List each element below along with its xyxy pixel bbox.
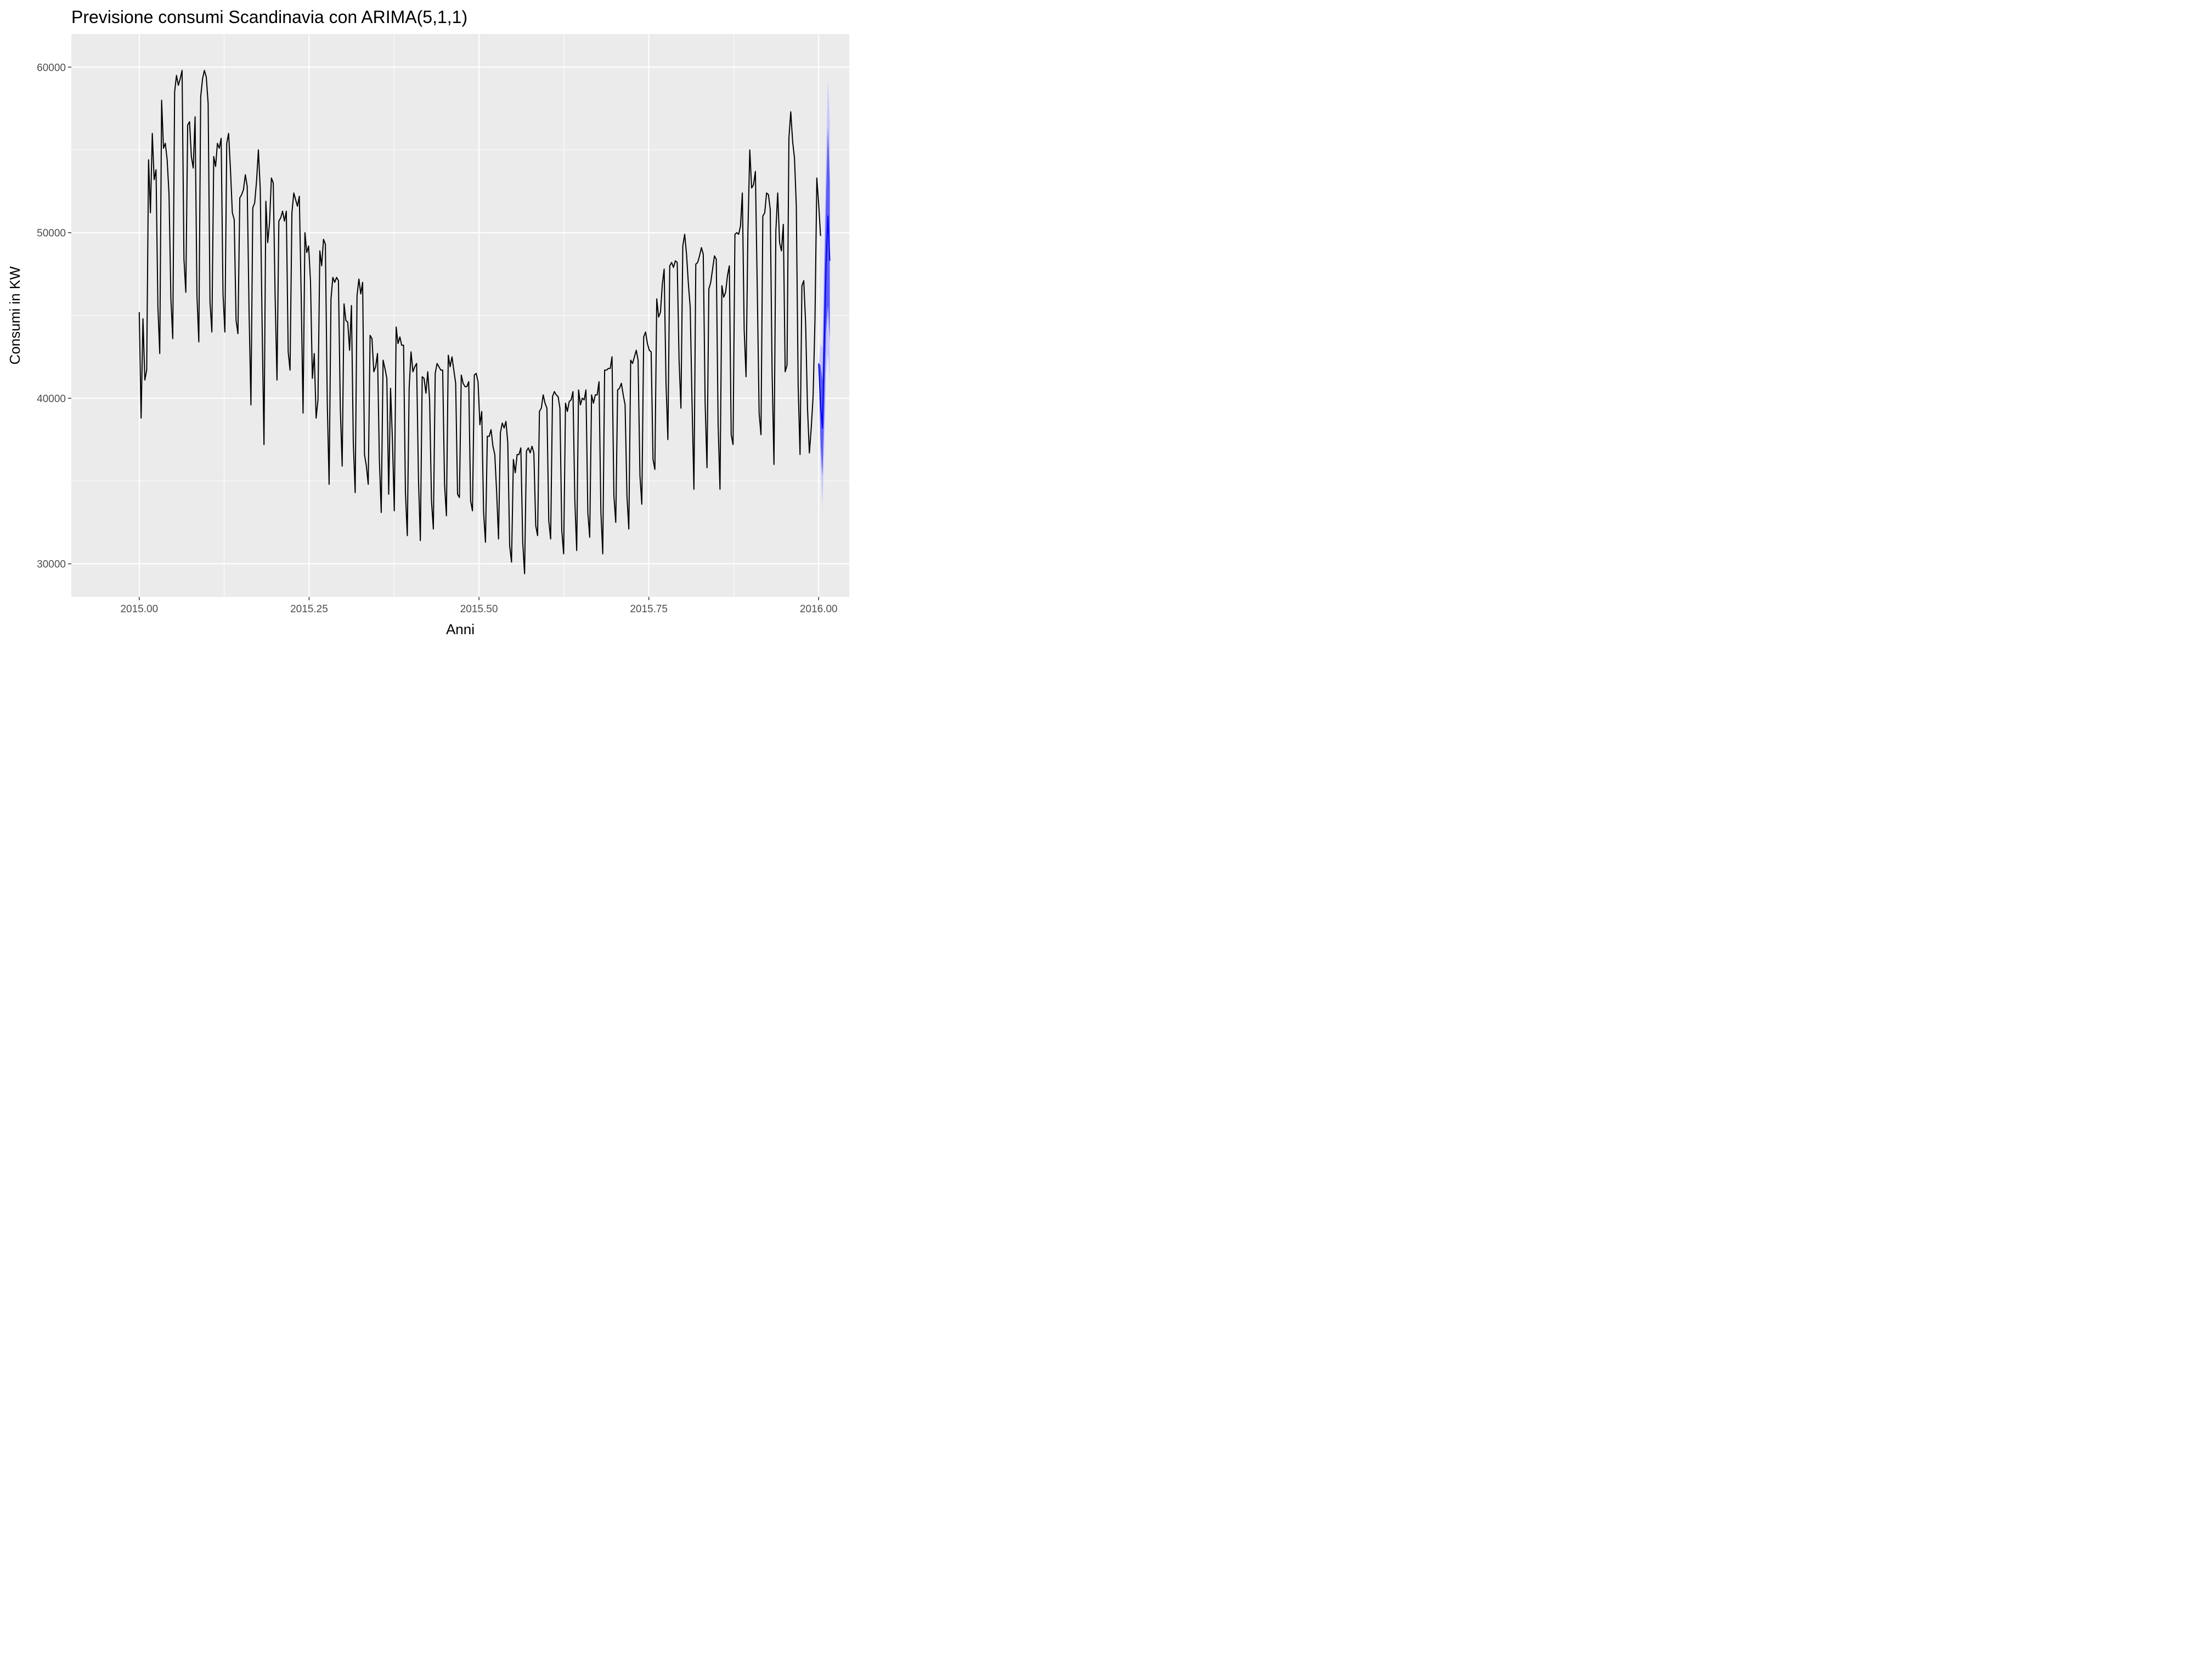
x-axis: 2015.00 2015.25 2015.50 2015.75 2016.00 (120, 597, 838, 615)
major-gridlines (71, 34, 849, 597)
x-tick-label: 2015.00 (120, 603, 158, 615)
forecast-line (818, 215, 831, 429)
y-tick-label: 50000 (37, 228, 66, 239)
y-axis-label: Consumi in KW (7, 266, 23, 365)
forecast-band-80 (819, 127, 830, 476)
x-tick-label: 2015.75 (630, 603, 668, 615)
y-tick-label: 60000 (37, 62, 66, 74)
forecast-series (818, 215, 831, 429)
chart: Previsione consumi Scandinavia con ARIMA… (7, 7, 849, 637)
x-tick-label: 2015.50 (460, 603, 498, 615)
y-tick-label: 40000 (37, 393, 66, 405)
x-tick-label: 2016.00 (800, 603, 838, 615)
observed-line (138, 70, 821, 574)
observed-series (138, 70, 821, 574)
forecast-interval-80 (819, 127, 830, 476)
y-tick-label: 30000 (37, 559, 66, 571)
chart-title: Previsione consumi Scandinavia con ARIMA… (71, 7, 467, 27)
y-axis: 30000 40000 50000 60000 (37, 62, 71, 571)
x-tick-label: 2015.25 (290, 603, 328, 615)
x-axis-label: Anni (446, 621, 475, 637)
minor-gridlines (71, 34, 849, 597)
